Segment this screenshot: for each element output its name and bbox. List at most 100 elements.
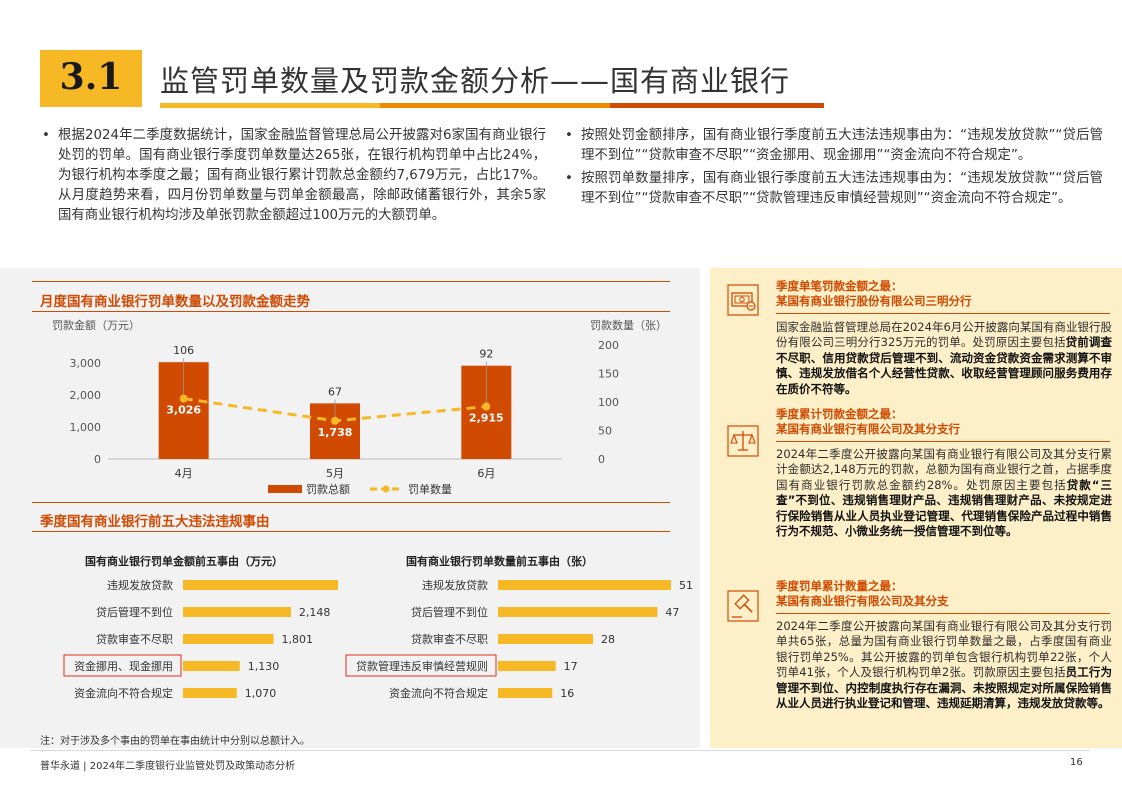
category-label: 资金流向不符合规定 (74, 686, 173, 700)
line-point (482, 402, 491, 411)
bar-data-label: 1,801 (281, 633, 313, 646)
case-2-title: 季度累计罚款金额之最： 某国有商业银行有限公司及其分支行 (776, 407, 960, 436)
intro-right: • 按照处罚金额排序，国有商业银行季度前五大违法违规事由为：“违规发放贷款”“贷… (563, 126, 1103, 212)
monthly-chart-title: 月度国有商业银行罚单数量以及罚款金额走势 (40, 294, 310, 310)
bar (498, 688, 553, 698)
legend-bar-swatch (268, 485, 302, 493)
y-tick-label: 1,000 (70, 421, 102, 434)
scale-icon (727, 425, 759, 457)
category-label: 贷后管理不到位 (411, 605, 488, 619)
category-label: 违规发放贷款 (107, 578, 173, 592)
category-label: 贷后管理不到位 (96, 605, 173, 619)
intro-bullet-text: 根据2024年二季度数据统计，国家金融监督管理总局公开披露对6家国有商业银行处罚… (58, 128, 546, 223)
bar (183, 634, 274, 644)
title-underline (160, 103, 824, 108)
bullet-dot: • (565, 128, 573, 143)
amount-reasons-chart: 国有商业银行罚单金额前五事由（万元）违规发放贷款3,085贷后管理不到位2,14… (63, 554, 338, 700)
x-tick-label: 5月 (326, 467, 344, 480)
section-rule (32, 311, 670, 312)
chart-title: 国有商业银行罚单金额前五事由（万元） (85, 554, 283, 568)
y-tick-label: 3,000 (70, 357, 102, 370)
intro-bullet-text: 按照处罚金额排序，国有商业银行季度前五大违法违规事由为：“违规发放贷款”“贷后管… (581, 128, 1103, 163)
case-2-text: 2024年二季度公开披露向某国有商业银行有限公司及其分支行累计金额达2,148万… (776, 447, 1113, 539)
intro-bullet: • 按照处罚金额排序，国有商业银行季度前五大违法违规事由为：“违规发放贷款”“贷… (563, 126, 1103, 166)
highlight-box (63, 654, 182, 677)
legend-line-marker (382, 485, 390, 493)
bar-data-label: 17 (564, 660, 578, 673)
category-label: 贷款审查不尽职 (411, 632, 488, 646)
page-number: 16 (1070, 757, 1083, 768)
y-tick-label: 0 (94, 453, 101, 466)
y2-tick-label: 200 (598, 339, 619, 352)
bar (183, 661, 240, 671)
case-1-text: 国家金融监督管理总局在2024年6月公开披露向某国有商业银行股份有限公司三明分行… (776, 320, 1113, 396)
x-tick-label: 4月 (175, 467, 193, 480)
gavel-icon (727, 590, 759, 622)
top5-title: 季度国有商业银行前五大违法违规事由 (40, 514, 270, 530)
category-label: 贷款审查不尽职 (96, 632, 173, 646)
bar-data-label: 16 (560, 687, 574, 700)
bar (183, 607, 291, 617)
case-1-title: 季度单笔罚款金额之最： 某国有商业银行股份有限公司三明分行 (776, 279, 972, 308)
bar-data-label: 47 (665, 606, 679, 619)
case-rule (776, 313, 1110, 314)
intro-bullet: • 按照罚单数量排序，国有商业银行季度前五大违法违规事由为：“违规发放贷款”“贷… (563, 169, 1103, 209)
page-title: 监管罚单数量及罚款金额分析——国有商业银行 (160, 64, 791, 98)
bar-data-label: 1,070 (245, 687, 277, 700)
section-rule (32, 502, 670, 503)
category-label: 贷款管理违反审慎经营规则 (356, 659, 488, 673)
x-tick-label: 6月 (477, 467, 495, 480)
bar (498, 634, 593, 644)
case-3-title: 季度罚单累计数量之最： 某国有商业银行有限公司及其分支 (776, 579, 949, 608)
bar-data-label: 1,738 (318, 426, 353, 439)
section-rule (32, 281, 670, 282)
intro-bullet-text: 按照罚单数量排序，国有商业银行季度前五大违法违规事由为：“违规发放贷款”“贷后管… (581, 171, 1103, 206)
case-3-text: 2024年二季度公开披露向某国有商业银行有限公司及其分支行罚单共65张，总量为国… (776, 619, 1113, 711)
bar (183, 688, 237, 698)
highlight-box (345, 654, 497, 677)
footer-text: 普华永道 | 2024年二季度银行业监管处罚及政策动态分析 (40, 761, 296, 772)
bar-data-label: 3,026 (166, 404, 201, 417)
bar (183, 580, 338, 590)
footer-rule (30, 750, 1090, 751)
intro-left: • 根据2024年二季度数据统计，国家金融监督管理总局公开披露对6家国有商业银行… (40, 126, 546, 229)
line-data-label: 67 (328, 385, 342, 398)
money-bill-icon (727, 284, 759, 316)
bar-data-label: 1,130 (248, 660, 280, 673)
category-label: 资金挪用、现金挪用 (74, 659, 173, 673)
y2-tick-label: 50 (598, 425, 612, 438)
bullet-dot: • (42, 128, 50, 143)
y2-axis-label: 罚款数量（张） (590, 318, 667, 332)
y2-tick-label: 0 (598, 453, 605, 466)
y2-tick-label: 150 (598, 368, 619, 381)
bar (498, 607, 658, 617)
bar-data-label: 51 (679, 579, 693, 592)
intro-bullet: • 根据2024年二季度数据统计，国家金融监督管理总局公开披露对6家国有商业银行… (40, 126, 546, 226)
category-label: 资金流向不符合规定 (389, 686, 488, 700)
case-rule (776, 613, 1110, 614)
bar (498, 661, 556, 671)
bar-data-label: 28 (601, 633, 615, 646)
section-number-box: 3.1 (40, 50, 142, 107)
legend-bar-label: 罚款总额 (306, 482, 350, 496)
case-panel (710, 268, 1122, 748)
case-rule (776, 441, 1110, 442)
legend-line-label: 罚单数量 (408, 483, 452, 496)
line-data-label: 106 (173, 344, 194, 357)
bar-data-label: 2,915 (469, 412, 504, 425)
y-tick-label: 2,000 (70, 389, 102, 402)
monthly-chart: 罚款金额（万元） 罚款数量（张） 3,000 2,000 1,000 0 200 150 100… (52, 318, 667, 496)
bar (498, 580, 671, 590)
section-rule (32, 531, 670, 532)
charts-panel (0, 268, 700, 748)
footnote: 注：对于涉及多个事由的罚单在事由统计中分别以总额计入。 (40, 736, 310, 747)
y2-tick-label: 100 (598, 396, 619, 409)
bullet-dot: • (565, 171, 573, 186)
count-reasons-chart: 国有商业银行罚单数量前五事由（张） 违规发放贷款 51 贷后管理不到位 47 贷款审查不尽… (345, 554, 693, 700)
category-label: 违规发放贷款 (422, 578, 488, 592)
bar-data-label: 2,148 (299, 606, 331, 619)
y-axis-label: 罚款金额（万元） (52, 318, 140, 332)
line-data-label: 92 (479, 348, 493, 361)
line-point (331, 416, 339, 425)
chart-title: 国有商业银行罚单数量前五事由（张） (406, 554, 593, 568)
